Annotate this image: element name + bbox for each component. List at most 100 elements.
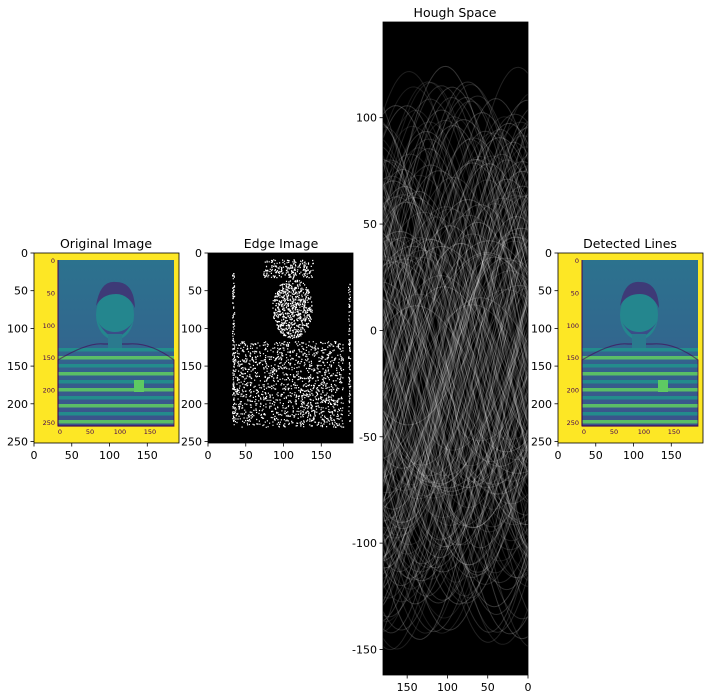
hough-curve (383, 231, 528, 580)
x-tick-label: 50 (481, 681, 495, 694)
badge-icon (658, 380, 668, 392)
hough-curve (383, 289, 528, 474)
hough-curve (383, 130, 528, 452)
inner-x-tick-label: 50 (610, 428, 618, 436)
shirt-stripe (582, 348, 698, 352)
hough-curve (383, 251, 528, 467)
hough-curve (383, 237, 528, 582)
hough-curve (383, 295, 528, 579)
hough-curve (383, 160, 528, 647)
hough-curve (383, 119, 528, 377)
hough-curve (383, 293, 528, 459)
hough-curve (383, 83, 528, 421)
hough-curve (383, 137, 528, 487)
hough-curve (383, 256, 528, 501)
hough-curve (383, 240, 528, 426)
x-tick-label: 100 (623, 449, 644, 462)
hough-curve (383, 261, 528, 573)
hough-curve (383, 198, 528, 469)
hough-curve (383, 238, 528, 474)
hough-curve (383, 217, 528, 597)
hough-curve (383, 259, 528, 526)
hough-curve (383, 236, 528, 503)
hough-curve (383, 253, 528, 428)
hough-curve (383, 219, 528, 565)
hough-curve (383, 196, 528, 442)
hough-curve (383, 316, 528, 499)
hough-curve (383, 204, 528, 429)
hough-curve (383, 290, 528, 559)
hough-curve (383, 277, 528, 536)
hough-curve (383, 375, 528, 526)
y-tick-label: 0 (21, 247, 28, 260)
y-tick-label: -50 (359, 431, 377, 444)
hough-curve (383, 132, 528, 490)
hough-curve (383, 243, 528, 396)
hough-curve (383, 138, 528, 454)
hough-curves (383, 65, 528, 651)
hough-curve (383, 159, 528, 516)
hough-curve (383, 284, 528, 540)
hough-curve (383, 233, 528, 433)
hough-curve (383, 125, 528, 360)
hough-curve (383, 121, 528, 579)
x-tick-label: 0 (525, 681, 532, 694)
hough-curve (383, 281, 528, 526)
hough-curve (383, 275, 528, 483)
hough-curve (383, 185, 528, 622)
x-tick-label: 50 (589, 449, 603, 462)
hough-curve (383, 133, 528, 573)
hough-curve (383, 293, 528, 601)
shirt-stripe (582, 364, 698, 368)
hough-curve (383, 170, 528, 418)
hough-curve (383, 332, 528, 546)
x-tick-label: 50 (65, 449, 79, 462)
hough-curve (383, 337, 528, 487)
shirt-outline (581, 343, 699, 427)
hough-curve (383, 211, 528, 533)
y-tick-label: 0 (195, 247, 202, 260)
hough-space-title: Hough Space (414, 5, 497, 20)
x-tick-label: 150 (311, 449, 332, 462)
neck (108, 334, 122, 348)
hough-curve (383, 391, 528, 492)
hough-curve (383, 232, 528, 482)
shirt-stripe (582, 396, 698, 400)
hough-curve (383, 171, 528, 555)
hough-curve (383, 152, 528, 586)
hough-curve (383, 269, 528, 494)
shirt-stripe (582, 356, 698, 360)
hough-curve (383, 299, 528, 508)
x-tick-label: 100 (99, 449, 120, 462)
hough-curve (383, 240, 528, 544)
hough-curve (383, 99, 528, 561)
hough-curve (383, 214, 528, 377)
shirt-stripe (58, 364, 174, 368)
hough-curve (383, 313, 528, 488)
neck (632, 334, 646, 348)
hough-curve (383, 81, 528, 461)
edge-image-title: Edge Image (244, 236, 319, 251)
hough-curve (383, 245, 528, 438)
hough-curve (383, 155, 528, 460)
hough-curve (383, 116, 528, 586)
hough-curve (383, 93, 528, 599)
hough-curve (383, 248, 528, 497)
hough-curve (383, 305, 528, 473)
hough-curve (383, 164, 528, 424)
hough-curve (383, 334, 528, 634)
hough-curve (383, 164, 528, 650)
hough-curve (383, 178, 528, 560)
hough-curve (383, 261, 528, 469)
hough-curve (383, 201, 528, 633)
shirt-stripe (58, 348, 174, 352)
detected-lines-frame (557, 252, 704, 444)
hough-curve (383, 211, 528, 551)
shirt-stripe (58, 356, 174, 360)
hough-curve (383, 194, 528, 522)
hough-curve (383, 304, 528, 546)
hough-curve (383, 190, 528, 560)
original-image-title: Original Image (60, 236, 152, 251)
hough-curve (383, 121, 528, 452)
